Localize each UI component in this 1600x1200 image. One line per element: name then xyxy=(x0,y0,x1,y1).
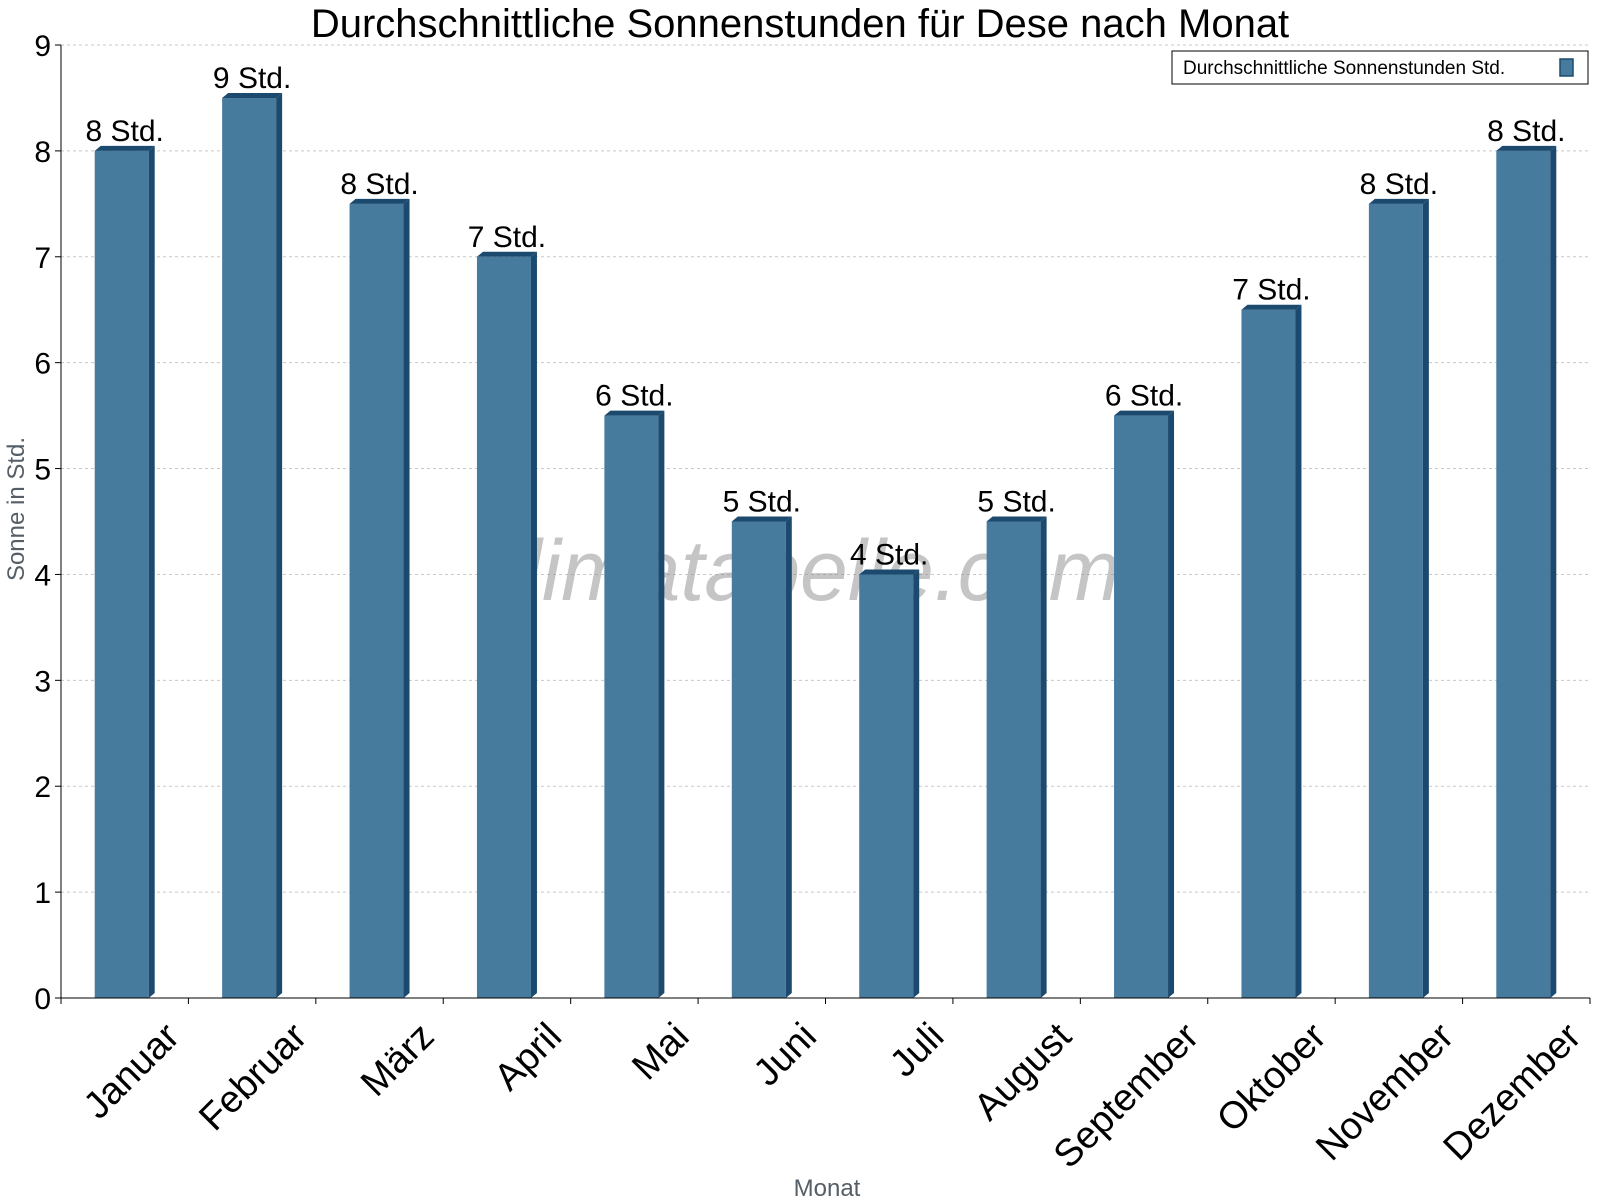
x-tick-label: November xyxy=(1308,1015,1462,1169)
data-label: 7 Std. xyxy=(468,221,546,254)
bar-top xyxy=(859,569,920,575)
bar-face xyxy=(1368,203,1423,999)
x-tick-label: Januar xyxy=(76,1015,188,1127)
bar-november xyxy=(1368,198,1429,999)
y-tick-label: 0 xyxy=(34,983,51,1016)
bar-face xyxy=(1114,415,1169,999)
y-tick-label: 3 xyxy=(34,665,51,698)
data-label: 8 Std. xyxy=(86,115,164,148)
legend-label: Durchschnittliche Sonnenstunden Std. xyxy=(1183,58,1505,79)
bar-face xyxy=(1496,150,1551,998)
legend: Durchschnittliche Sonnenstunden Std. xyxy=(1171,50,1589,85)
data-label: 8 Std. xyxy=(340,168,418,201)
data-label: 5 Std. xyxy=(723,486,801,519)
x-tick-labels: Januar Februar März April Mai Juni Juli AugustS… xyxy=(76,1015,1590,1176)
bar-side xyxy=(276,92,283,998)
bar-juni xyxy=(731,516,792,998)
bar-face xyxy=(604,415,659,999)
data-label: 8 Std. xyxy=(1360,168,1438,201)
bar-face xyxy=(731,521,786,998)
bar-face xyxy=(349,203,404,999)
legend-box xyxy=(1171,50,1589,85)
y-axis-label: Sonne in Std. xyxy=(3,437,30,581)
bar-face xyxy=(94,150,149,998)
bar-august xyxy=(986,516,1047,998)
x-tick-label: Juli xyxy=(882,1015,952,1085)
bars xyxy=(94,92,1557,999)
bar-face xyxy=(476,256,531,998)
bar-februar xyxy=(222,92,283,998)
bar-side xyxy=(1422,198,1429,999)
data-label: 7 Std. xyxy=(1232,274,1310,307)
bar-face xyxy=(859,574,914,998)
axes xyxy=(55,44,1591,1004)
y-tick-label: 1 xyxy=(34,877,51,910)
bar-top xyxy=(986,516,1047,522)
bar-september xyxy=(1114,410,1175,999)
bar-januar xyxy=(94,145,155,998)
bar-side xyxy=(913,569,920,998)
x-tick-label: April xyxy=(487,1015,570,1098)
bar-top xyxy=(94,145,155,151)
bar-top xyxy=(1496,145,1557,151)
bar-side xyxy=(1550,145,1557,998)
bar-dezember xyxy=(1496,145,1557,998)
x-tick-label: März xyxy=(353,1015,442,1104)
y-tick-label: 9 xyxy=(34,30,51,63)
bar-face xyxy=(222,97,277,998)
bar-oktober xyxy=(1241,304,1302,998)
bar-side xyxy=(1040,516,1047,998)
y-tick-label: 4 xyxy=(34,559,51,592)
chart-title: Durchschnittliche Sonnenstunden für Dese… xyxy=(311,2,1289,46)
x-tick-label: Mai xyxy=(624,1015,697,1088)
y-tick-label: 2 xyxy=(34,771,51,804)
bar-side xyxy=(658,410,665,999)
data-label: 4 Std. xyxy=(850,538,928,571)
bar-top xyxy=(349,198,410,204)
bar-face xyxy=(986,521,1041,998)
bar-top xyxy=(1241,304,1302,310)
bar-top xyxy=(604,410,665,416)
y-tick-labels: 0 1 2 3 4 5 6 7 8 9 xyxy=(34,30,51,1016)
y-tick-label: 5 xyxy=(34,454,51,487)
x-tick-label: Februar xyxy=(191,1015,315,1139)
x-tick-label: Dezember xyxy=(1436,1015,1590,1169)
legend-swatch xyxy=(1559,58,1574,77)
data-label: 6 Std. xyxy=(595,380,673,413)
y-tick-label: 6 xyxy=(34,348,51,381)
data-label: 5 Std. xyxy=(977,486,1055,519)
bar-top xyxy=(222,92,283,98)
bar-side xyxy=(148,145,155,998)
bar-side xyxy=(785,516,792,998)
bar-märz xyxy=(349,198,410,999)
x-tick-label: Juni xyxy=(746,1015,825,1094)
bar-side xyxy=(1295,304,1302,998)
bar-april xyxy=(476,251,537,998)
y-tick-label: 8 xyxy=(34,136,51,169)
x-tick-label: August xyxy=(966,1015,1080,1129)
bar-side xyxy=(403,198,410,999)
data-label: 9 Std. xyxy=(213,62,291,95)
bar-face xyxy=(1241,309,1296,998)
bar-mai xyxy=(604,410,665,999)
grid-lines xyxy=(61,44,1590,893)
x-axis-label: Monat xyxy=(794,1175,861,1200)
bar-top xyxy=(476,251,537,257)
bar-top xyxy=(1114,410,1175,416)
x-tick-label: Oktober xyxy=(1209,1015,1335,1141)
data-label: 6 Std. xyxy=(1105,380,1183,413)
bar-top xyxy=(1368,198,1429,204)
data-label: 8 Std. xyxy=(1487,115,1565,148)
bar-side xyxy=(530,251,537,998)
y-tick-label: 7 xyxy=(34,242,51,275)
data-labels: 8 Std. 9 Std. 8 Std. 7 Std. 6 Std. 5 Std. 4 St… xyxy=(86,62,1566,572)
bar-juli xyxy=(859,569,920,998)
bar-top xyxy=(731,516,792,522)
bar-side xyxy=(1168,410,1175,999)
